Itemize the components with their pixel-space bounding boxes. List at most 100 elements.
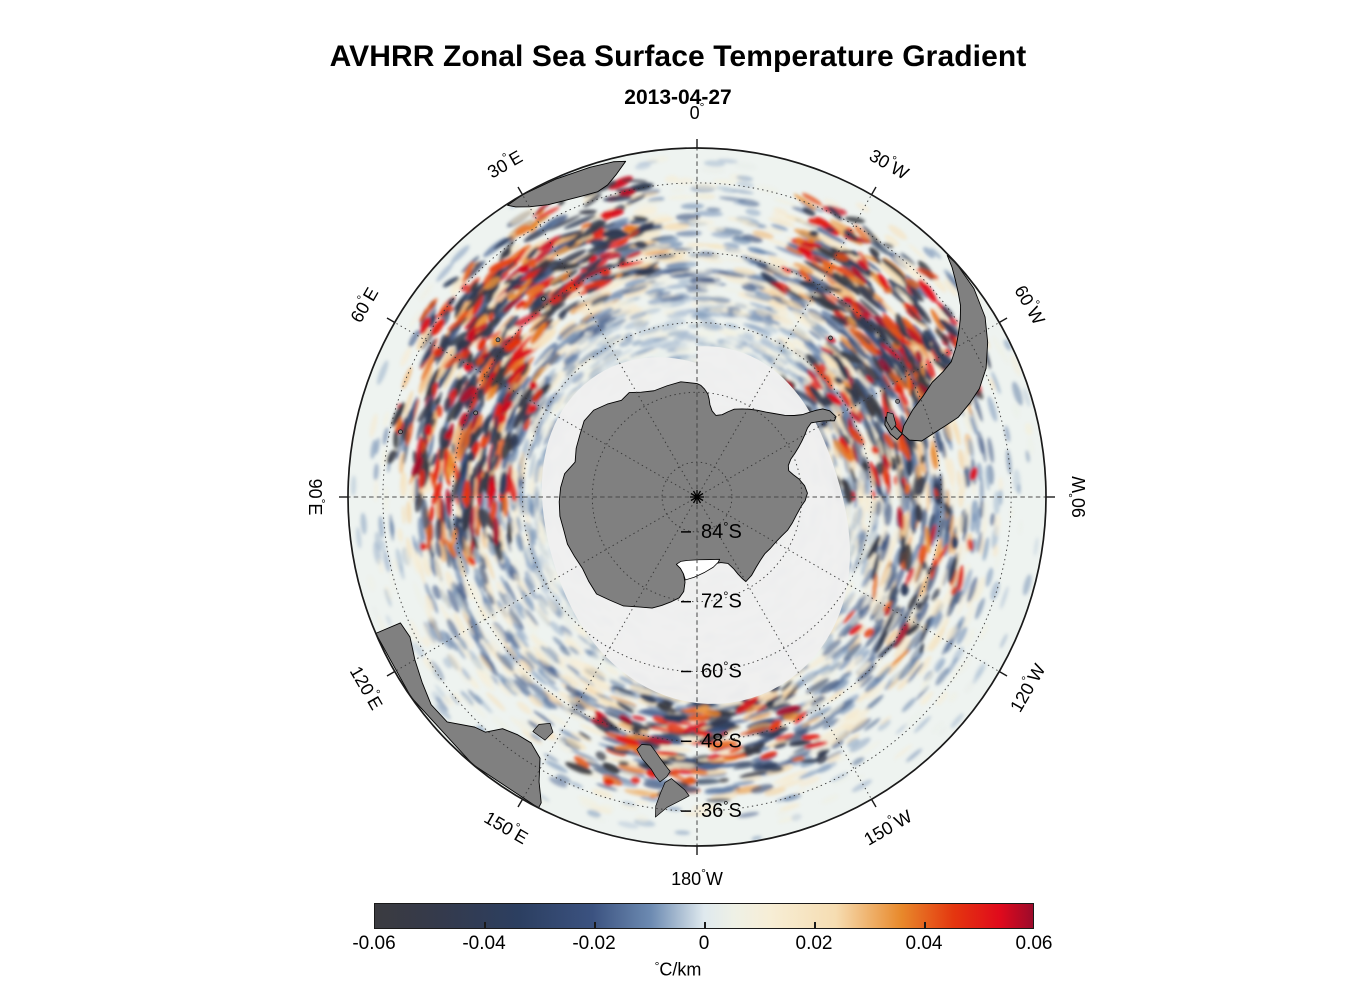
eddy-feature — [791, 813, 802, 821]
eddy-feature — [389, 572, 397, 594]
eddy-feature — [675, 213, 701, 221]
eddy-feature — [512, 558, 524, 584]
eddy-feature — [1010, 354, 1022, 377]
eddy-feature — [513, 679, 533, 697]
eddy-feature — [821, 794, 839, 804]
eddy-feature — [936, 691, 949, 706]
eddy-feature — [884, 234, 899, 247]
eddy-feature — [591, 788, 613, 798]
eddy-feature — [618, 337, 633, 347]
eddy-feature — [649, 349, 660, 354]
eddy-feature — [419, 283, 434, 302]
eddy-feature — [399, 452, 405, 474]
eddy-feature — [469, 701, 486, 718]
eddy-feature — [967, 576, 978, 603]
eddy-feature — [767, 217, 796, 227]
eddy-feature — [1004, 425, 1011, 443]
eddy-feature — [951, 566, 961, 593]
eddy-feature — [776, 322, 791, 331]
eddy-feature — [443, 355, 461, 390]
eddy-feature — [921, 507, 928, 534]
eddy-feature — [859, 674, 874, 688]
eddy-feature — [617, 821, 639, 829]
eddy-feature — [878, 588, 889, 604]
eddy-feature — [564, 710, 584, 722]
eddy-feature — [474, 608, 485, 624]
eddy-feature — [559, 372, 576, 391]
eddy-feature — [632, 205, 658, 215]
eddy-feature — [513, 602, 525, 620]
eddy-feature — [887, 657, 903, 675]
eddy-feature — [852, 299, 875, 319]
eddy-feature — [1033, 537, 1039, 556]
polar-map: 0° 30°E 60°E 90°E 120°E 150°E 180°W 150°W 120°W 9… — [305, 100, 1089, 889]
eddy-feature — [518, 718, 536, 733]
eddy-feature — [901, 697, 916, 713]
page-subtitle: 2013-04-27 — [624, 86, 732, 109]
eddy-feature — [888, 224, 908, 240]
eddy-feature — [737, 811, 759, 818]
eddy-feature — [938, 517, 944, 541]
eddy-feature — [979, 477, 984, 506]
eddy-feature — [853, 285, 881, 309]
eddy-feature — [794, 317, 815, 330]
eddy-feature — [794, 724, 811, 734]
eddy-feature — [533, 342, 556, 366]
eddy-feature — [916, 685, 930, 701]
eddy-feature — [690, 312, 712, 320]
eddy-feature — [1012, 403, 1021, 419]
eddy-feature — [888, 571, 898, 591]
eddy-feature — [545, 760, 568, 773]
eddy-feature — [492, 716, 510, 732]
eddy-feature — [949, 662, 964, 683]
eddy-feature — [559, 729, 582, 742]
eddy-feature — [884, 565, 898, 593]
eddy-feature — [532, 574, 542, 590]
eddy-feature — [949, 622, 960, 642]
eddy-feature — [642, 308, 662, 315]
eddy-feature — [900, 252, 916, 266]
eddy-feature — [694, 210, 724, 217]
eddy-feature — [406, 537, 413, 559]
eddy-feature — [706, 207, 721, 212]
eddy-feature — [918, 662, 931, 680]
eddy-feature — [778, 778, 804, 789]
eddy-feature — [517, 590, 529, 609]
eddy-feature — [466, 622, 475, 635]
eddy-feature — [938, 726, 948, 736]
eddy-feature — [374, 531, 382, 551]
eddy-feature — [612, 304, 638, 316]
eddy-feature — [771, 212, 797, 223]
eddy-feature — [671, 247, 694, 252]
eddy-feature — [974, 576, 985, 602]
eddy-feature — [641, 303, 661, 312]
map-data-field — [348, 148, 1046, 846]
eddy-feature — [404, 546, 412, 568]
eddy-feature — [558, 676, 572, 687]
eddy-feature — [832, 752, 854, 764]
eddy-feature — [378, 515, 385, 539]
eddy-feature — [773, 776, 795, 785]
eddy-feature — [473, 635, 491, 660]
eddy-feature — [432, 585, 442, 600]
eddy-feature — [893, 636, 911, 659]
eddy-feature — [852, 756, 865, 766]
eddy-feature — [499, 606, 514, 627]
eddy-feature — [401, 505, 406, 525]
eddy-feature — [727, 317, 743, 323]
eddy-feature — [987, 437, 994, 464]
eddy-feature — [979, 500, 985, 519]
eddy-feature — [648, 218, 673, 224]
eddy-feature — [653, 303, 672, 310]
eddy-feature — [588, 660, 606, 672]
eddy-feature — [503, 653, 515, 667]
eddy-feature — [937, 606, 950, 631]
eddy-feature — [680, 203, 705, 210]
eddy-feature — [857, 369, 871, 388]
eddy-feature — [837, 657, 852, 670]
eddy-feature — [509, 716, 531, 734]
page-title: AVHRR Zonal Sea Surface Temperature Grad… — [329, 40, 1027, 73]
eddy-feature — [559, 319, 576, 333]
eddy-feature — [486, 591, 495, 606]
eddy-feature — [877, 719, 891, 731]
